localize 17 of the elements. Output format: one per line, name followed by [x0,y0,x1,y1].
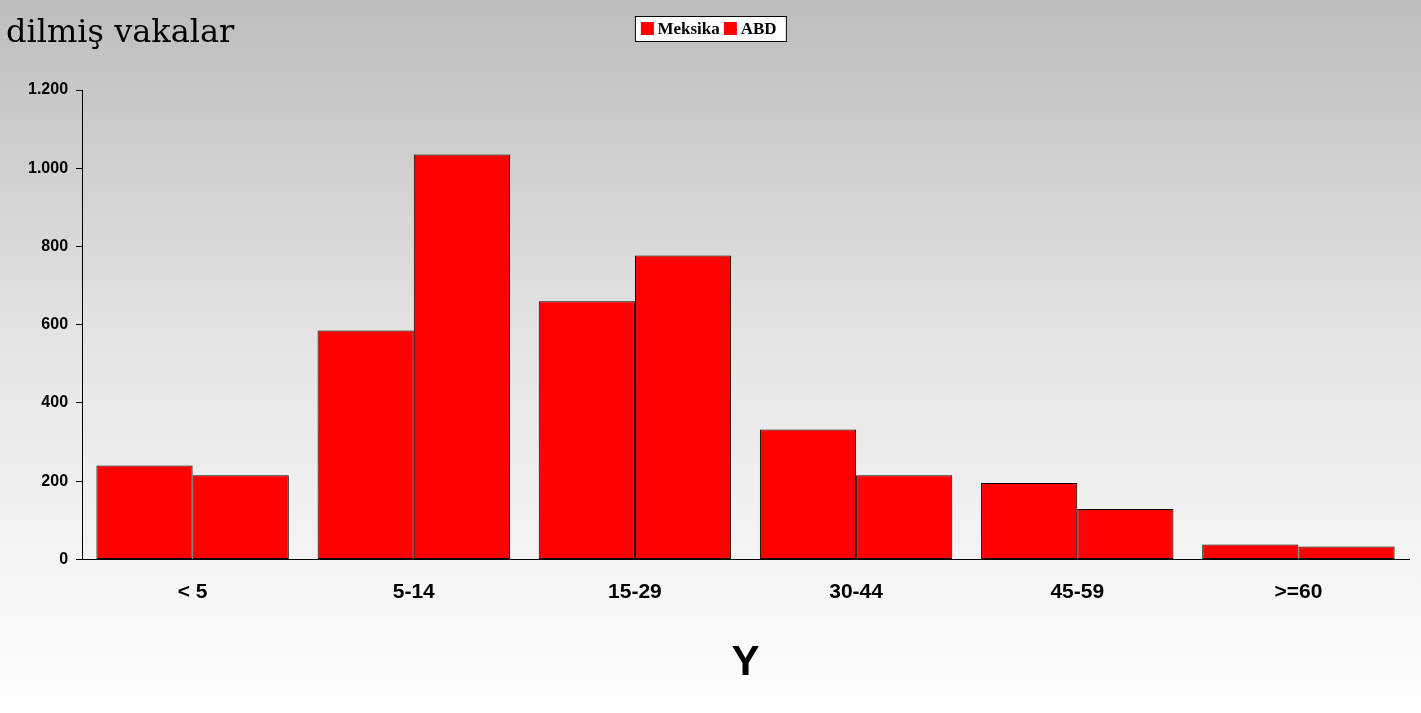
legend-label: ABD [740,19,777,38]
x-tick-label: 5-14 [392,578,436,602]
y-tick-label: 1.200 [27,80,69,98]
y-tick-label: 0 [59,549,69,567]
legend-label: Meksika [657,19,720,38]
x-axis-title: Y [731,637,760,685]
x-tick-label: 30-44 [829,578,884,602]
y-tick-label: 200 [41,471,69,489]
y-tick-label: 1.000 [27,158,69,176]
x-tick-label: 15-29 [608,578,662,602]
y-tick-label: 400 [41,393,69,411]
x-tick-label: 45-59 [1050,578,1105,602]
y-tick-label: 800 [41,236,69,254]
chart-title: dilmiş vakalar [6,12,235,50]
y-tick-label: 600 [41,315,69,333]
x-tick-label: < 5 [177,578,208,602]
x-tick-label: >=60 [1274,578,1323,602]
